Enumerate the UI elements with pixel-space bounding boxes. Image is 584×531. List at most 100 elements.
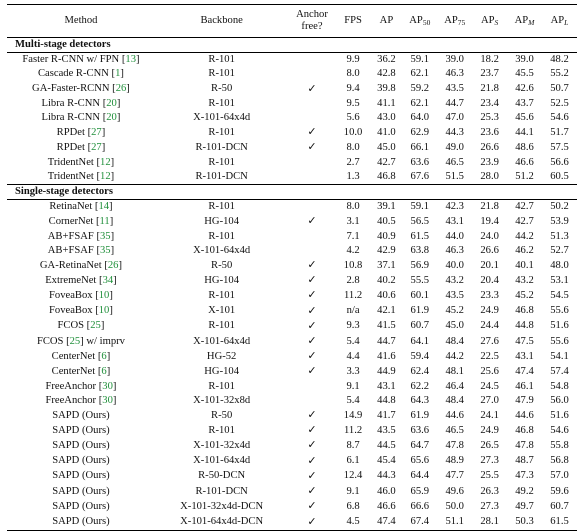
citation-link[interactable]: 14 xyxy=(98,201,110,213)
method-cell: SAPD (Ours) xyxy=(7,423,155,438)
citation-link[interactable]: 10 xyxy=(98,305,110,317)
citation-link[interactable]: 20 xyxy=(106,97,117,109)
ap50-cell: 61.9 xyxy=(410,409,430,421)
aps-cell: 26.3 xyxy=(480,485,499,497)
backbone-cell: R-50-DCN xyxy=(198,470,246,482)
citation-link[interactable]: 26 xyxy=(115,83,127,95)
citation-link[interactable]: 34 xyxy=(102,274,114,286)
ap-cell: 43.5 xyxy=(377,424,396,436)
fps-cell: 6.8 xyxy=(346,500,360,512)
anchor-free-cell xyxy=(288,97,335,111)
ap75-cell: 42.3 xyxy=(445,201,464,213)
apm-cell: 46.8 xyxy=(515,305,534,317)
apl-cell: 50.7 xyxy=(550,83,569,95)
ap-cell: 44.3 xyxy=(377,470,396,482)
apl-cell: 54.6 xyxy=(550,424,569,436)
method-cell: FoveaBox [10] xyxy=(49,289,113,301)
apl-cell: 57.5 xyxy=(550,141,569,153)
backbone-cell: R-101 xyxy=(208,424,235,436)
table-row: FoveaBox [10] R-101 ✓ 11.2 40.6 60.1 43.5 23.3 4… xyxy=(7,288,577,303)
citation-link[interactable]: 25 xyxy=(90,320,101,332)
aps-cell: 26.6 xyxy=(480,141,499,153)
header-ap50: AP50 xyxy=(409,14,431,27)
anchor-free-cell: ✓ xyxy=(288,349,335,364)
apl-cell: 56.6 xyxy=(550,156,569,168)
ap50-cell: 63.6 xyxy=(410,156,430,168)
fps-cell: 9.1 xyxy=(346,380,360,392)
anchor-free-cell: ✓ xyxy=(288,304,335,319)
citation-link[interactable]: 20 xyxy=(106,112,117,124)
table-row: TridentNet [12] R-101-DCN 1.3 46.8 67.6 51.5 2… xyxy=(7,170,577,185)
ap75-cell: 46.3 xyxy=(445,68,464,80)
check-icon: ✓ xyxy=(307,349,317,363)
citation-link[interactable]: 25 xyxy=(69,335,81,347)
apl-cell: 52.7 xyxy=(550,244,569,256)
method-name: Libra R-CNN xyxy=(41,97,101,109)
anchor-free-cell: ✓ xyxy=(288,438,335,453)
citation-link[interactable]: 1 xyxy=(115,68,121,80)
anchor-free-cell: ✓ xyxy=(288,125,335,140)
citation-link[interactable]: 12 xyxy=(100,156,111,168)
check-icon: ✓ xyxy=(307,303,317,317)
apl-cell: 54.6 xyxy=(550,112,569,124)
apl-cell: 48.2 xyxy=(550,54,569,66)
apm-cell: 44.6 xyxy=(515,409,534,421)
backbone-cell: X-101-32x4d xyxy=(193,439,251,451)
citation-link[interactable]: 6 xyxy=(101,365,107,377)
ap-cell: 44.7 xyxy=(377,335,396,347)
backbone-cell: X-101-64x4d-DCN xyxy=(180,516,264,527)
method-name: FCOS xyxy=(36,335,64,347)
apl-cell: 54.1 xyxy=(550,350,569,362)
method-cell: CenterNet [6] xyxy=(51,350,111,362)
backbone-cell: X-101-64x4d xyxy=(193,335,251,347)
apm-cell: 50.3 xyxy=(515,516,534,527)
citation-link[interactable]: 26 xyxy=(107,259,119,271)
citation-link[interactable]: 13 xyxy=(125,54,136,66)
method-cell: SAPD (Ours) xyxy=(7,438,155,453)
citation-link[interactable]: 11 xyxy=(99,215,110,227)
citation-link[interactable]: 12 xyxy=(100,170,111,182)
fps-cell: 5.6 xyxy=(346,112,360,124)
ap-cell: 41.7 xyxy=(377,409,396,421)
method-cell: SAPD (Ours) xyxy=(7,515,155,531)
method-name: Faster R-CNN w/ FPN xyxy=(22,54,120,66)
citation-link[interactable]: 35 xyxy=(99,244,111,256)
ap-cell: 43.0 xyxy=(377,112,396,124)
method-cell: TridentNet [12] xyxy=(47,156,115,168)
citation-link[interactable]: 6 xyxy=(101,350,107,362)
aps-cell: 19.4 xyxy=(480,215,499,227)
ap50-cell: 65.9 xyxy=(410,485,430,497)
citation-link[interactable]: 30 xyxy=(102,394,113,406)
aps-cell: 25.6 xyxy=(480,365,499,377)
apl-cell: 50.2 xyxy=(550,201,569,213)
ap-cell: 45.0 xyxy=(377,141,396,153)
method-name: SAPD (Ours) xyxy=(52,409,110,421)
method-name: CornerNet xyxy=(48,215,94,227)
fps-cell: 3.3 xyxy=(346,365,360,377)
citation-link[interactable]: 10 xyxy=(98,289,110,301)
ap-cell: 47.4 xyxy=(377,516,396,527)
method-cell: RPDet [27] xyxy=(56,126,106,138)
citation-link[interactable]: 35 xyxy=(99,230,111,242)
fps-cell: 10.8 xyxy=(343,259,363,271)
fps-cell: 9.4 xyxy=(346,83,360,95)
citation-link[interactable]: 27 xyxy=(91,126,102,138)
apl-cell: 51.6 xyxy=(550,409,569,421)
ap75-cell: 47.0 xyxy=(445,112,464,124)
check-icon: ✓ xyxy=(307,81,317,95)
apm-cell: 47.3 xyxy=(515,470,534,482)
apl-cell: 60.7 xyxy=(550,500,569,512)
method-cell: FoveaBox [10] xyxy=(49,305,113,317)
ap-cell: 41.5 xyxy=(377,320,396,332)
ap50-cell: 64.0 xyxy=(410,112,430,124)
method-name: CenterNet xyxy=(51,365,96,377)
aps-cell: 24.5 xyxy=(480,380,499,392)
citation-link[interactable]: 30 xyxy=(102,380,113,392)
ap-cell: 46.8 xyxy=(377,170,396,182)
anchor-free-cell: ✓ xyxy=(288,140,335,155)
aps-cell: 25.5 xyxy=(480,470,499,482)
citation-link[interactable]: 27 xyxy=(91,141,102,153)
method-name: SAPD (Ours) xyxy=(52,455,110,467)
ap75-cell: 44.7 xyxy=(445,97,464,109)
apm-cell: 49.2 xyxy=(515,485,534,497)
